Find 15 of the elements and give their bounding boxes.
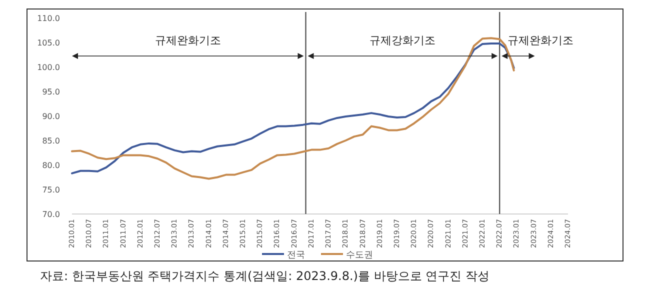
legend-label: 전국 [287, 250, 305, 260]
annotation: 규제완화기조 [508, 34, 574, 47]
y-tick-label: 95.0 [42, 88, 60, 96]
y-tick-label: 90.0 [42, 112, 60, 121]
y-tick-label: 75.0 [42, 186, 60, 194]
y-tick-label: 100.0 [37, 63, 60, 72]
y-tick-label: 70.0 [42, 210, 60, 219]
y-tick-label: 85.0 [42, 136, 60, 146]
annotation: 규제완화기조 [154, 34, 221, 47]
y-tick-label: 105.0 [37, 38, 60, 48]
annotation: 규제강화기조 [370, 34, 436, 47]
y-tick-label: 80.0 [42, 161, 60, 170]
text: 자료: 한국부동산원 주택가격지수 통계(검색일: 2023.9.8.)를 바탕으로 연구진 작성 [40, 268, 490, 284]
y-tick-label: 110.0 [37, 14, 60, 23]
legend-label: 수도권 [346, 250, 373, 260]
